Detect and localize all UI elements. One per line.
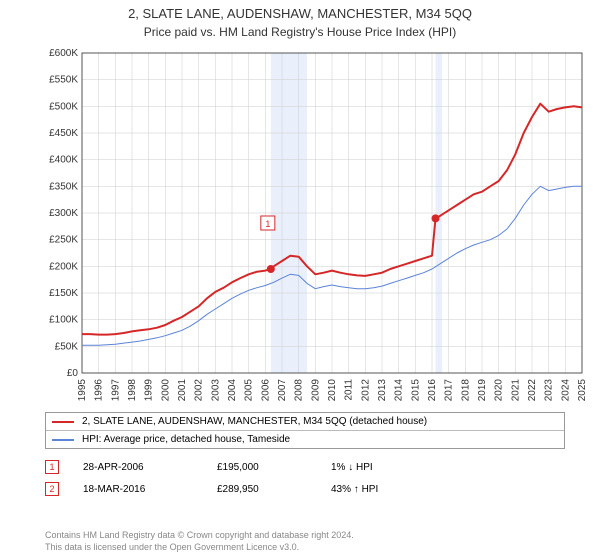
legend-label: 2, SLATE LANE, AUDENSHAW, MANCHESTER, M3… — [82, 416, 427, 427]
x-tick-label: 2010 — [327, 379, 338, 402]
x-tick-label: 2008 — [294, 379, 305, 402]
x-tick-label: 2024 — [560, 379, 571, 402]
x-tick-label: 2023 — [544, 379, 555, 402]
x-tick-label: 2012 — [360, 379, 371, 402]
x-tick-label: 1998 — [127, 379, 138, 402]
x-tick-label: 2002 — [194, 379, 205, 402]
title: 2, SLATE LANE, AUDENSHAW, MANCHESTER, M3… — [0, 0, 600, 21]
page: 2, SLATE LANE, AUDENSHAW, MANCHESTER, M3… — [0, 0, 600, 560]
sale-price: £289,950 — [217, 484, 307, 495]
y-tick-label: £400K — [49, 155, 78, 166]
y-tick-label: £300K — [49, 208, 78, 219]
chart-svg: £0 £50K £100K £150K £200K £250K £300K £350K £400… — [30, 43, 590, 403]
x-tick-label: 2025 — [577, 379, 588, 402]
sale-date: 18-MAR-2016 — [83, 484, 193, 495]
y-tick-label: £450K — [49, 128, 78, 139]
x-tick-label: 1995 — [77, 379, 88, 402]
sale-dot — [432, 214, 440, 222]
footer: Contains HM Land Registry data © Crown c… — [45, 530, 565, 553]
sale-row: 1 28-APR-2006 £195,000 1% ↓ HPI — [45, 460, 565, 474]
x-tick-label: 2000 — [160, 379, 171, 402]
legend-row: 2, SLATE LANE, AUDENSHAW, MANCHESTER, M3… — [46, 413, 564, 430]
sale-date: 28-APR-2006 — [83, 462, 193, 473]
x-tick-label: 2001 — [177, 379, 188, 402]
sale-change: 1% ↓ HPI — [331, 462, 373, 473]
y-tick-label: £350K — [49, 181, 78, 192]
y-tick-label: £150K — [49, 288, 78, 299]
x-tick-label: 2009 — [310, 379, 321, 402]
x-tick-label: 2007 — [277, 379, 288, 402]
sale-dot — [267, 265, 275, 273]
legend-swatch — [52, 421, 74, 423]
x-tick-label: 2018 — [460, 379, 471, 402]
x-tick-label: 2005 — [244, 379, 255, 402]
sale-price: £195,000 — [217, 462, 307, 473]
subtitle: Price paid vs. HM Land Registry's House … — [0, 21, 600, 43]
chart: £0 £50K £100K £150K £200K £250K £300K £350K £400… — [30, 43, 590, 403]
footer-line: This data is licensed under the Open Gov… — [45, 542, 565, 554]
x-tick-label: 2011 — [344, 379, 355, 401]
x-tick-label: 2004 — [227, 379, 238, 402]
sale-marker: 1 — [45, 460, 59, 474]
x-tick-label: 2021 — [510, 379, 521, 402]
y-tick-label: £100K — [49, 315, 78, 326]
sale-label-num: 1 — [265, 219, 270, 229]
y-tick-label: £550K — [49, 75, 78, 86]
x-tick-label: 2019 — [477, 379, 488, 402]
x-tick-label: 1997 — [110, 379, 121, 402]
y-tick-label: £50K — [55, 341, 79, 352]
y-tick-label: £500K — [49, 101, 78, 112]
sale-marker: 2 — [45, 482, 59, 496]
sale-row: 2 18-MAR-2016 £289,950 43% ↑ HPI — [45, 482, 565, 496]
x-tick-label: 2013 — [377, 379, 388, 402]
sale-change: 43% ↑ HPI — [331, 484, 378, 495]
y-tick-label: £250K — [49, 235, 78, 246]
x-tick-label: 2006 — [260, 379, 271, 402]
y-tick-label: £0 — [67, 368, 79, 379]
y-tick-label: £200K — [49, 261, 78, 272]
legend-label: HPI: Average price, detached house, Tame… — [82, 434, 290, 445]
x-tick-label: 2020 — [494, 379, 505, 402]
x-tick-label: 2022 — [527, 379, 538, 402]
x-tick-label: 2017 — [444, 379, 455, 402]
legend: 2, SLATE LANE, AUDENSHAW, MANCHESTER, M3… — [45, 412, 565, 449]
x-tick-label: 2014 — [394, 379, 405, 402]
legend-row: HPI: Average price, detached house, Tame… — [46, 430, 564, 448]
x-tick-label: 2015 — [410, 379, 421, 402]
x-tick-label: 1996 — [94, 379, 105, 402]
x-tick-label: 2016 — [427, 379, 438, 402]
legend-swatch — [52, 439, 74, 441]
y-tick-label: £600K — [49, 48, 78, 59]
footer-line: Contains HM Land Registry data © Crown c… — [45, 530, 565, 542]
x-tick-label: 2003 — [210, 379, 221, 402]
x-tick-label: 1999 — [144, 379, 155, 402]
